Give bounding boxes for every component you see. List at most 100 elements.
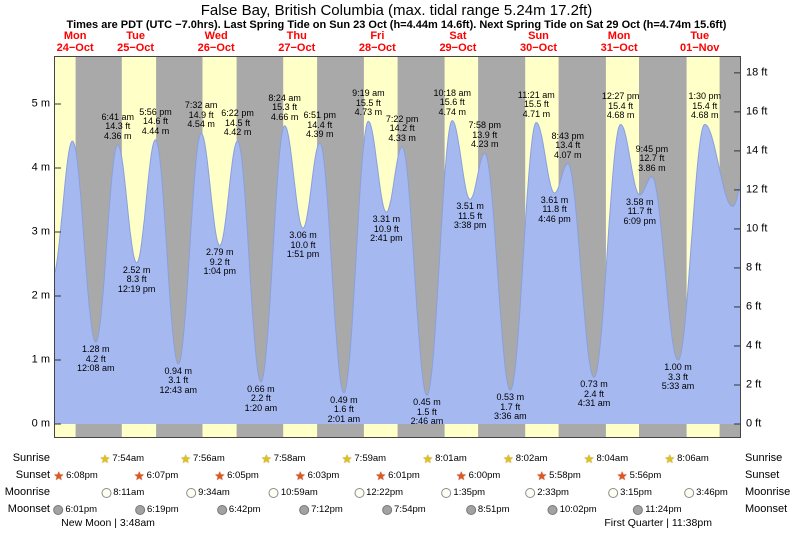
high-tide-label: 7:58 pm 13.9 ft 4.23 m (468, 121, 501, 150)
sunrise-star-icon: ★ (422, 451, 434, 466)
tide-label-line: 10.9 ft (373, 223, 399, 234)
day-date: 26−Oct (197, 41, 235, 54)
y-axis-label-right: 18 ft (746, 66, 768, 79)
tide-label-line: 3.86 m (638, 162, 666, 173)
moonrise-entry: 1:35pm (441, 486, 485, 499)
day-of-week: Mon (63, 30, 87, 42)
sunset-time: 6:03pm (307, 470, 340, 481)
tide-label-line: 4.54 m (187, 119, 215, 130)
day-label: Thu 27−Oct (278, 30, 316, 54)
tide-label-line: 4.2 ft (85, 353, 106, 364)
tide-label-line: 15.6 ft (439, 97, 465, 108)
sunrise-star-icon: ★ (99, 451, 111, 466)
tide-label-line: 15.4 ft (608, 100, 634, 111)
sunrise-entry: ★ 7:54am (100, 452, 144, 465)
moonset-entry: 6:19pm (134, 503, 179, 516)
low-tide-label: 3.58 m 11.7 ft 6:09 pm (624, 197, 657, 227)
y-axis-label-right: 16 ft (746, 105, 768, 118)
sunset-star-icon: ★ (616, 468, 628, 483)
tide-label-line: 0.53 m (496, 392, 525, 403)
high-tide-label: 7:32 am 14.9 ft 4.54 m (185, 101, 218, 130)
high-tide-label: 10:18 am 15.6 ft 4.74 m (433, 88, 471, 118)
sunset-time: 5:56pm (629, 470, 662, 481)
low-tide-label: 2.52 m 8.3 ft 12:19 pm (117, 265, 156, 295)
day-label: Wed 26−Oct (197, 30, 235, 54)
tide-label-line: 12:27 pm (601, 91, 640, 102)
moon-phase-note: First Quarter | 11:38pm (604, 517, 712, 529)
sunset-star-icon: ★ (214, 468, 226, 483)
tide-label-line: 8:24 am (268, 92, 301, 103)
moonset-row-label-right: Moonset (745, 503, 788, 515)
sunrise-star-icon: ★ (583, 451, 595, 466)
moonset-time: 6:01pm (65, 504, 98, 515)
low-tide-label: 0.53 m 1.7 ft 3:36 am (494, 393, 527, 422)
low-tide-label: 0.73 m 2.4 ft 4:31 am (578, 380, 611, 409)
day-date: 25−Oct (117, 41, 155, 54)
moonset-entry: 7:54pm (382, 503, 426, 516)
sunrise-entry: ★ 7:59am (342, 452, 386, 465)
day-label: Tue 25−Oct (117, 30, 155, 54)
sunrise-time: 7:56am (193, 453, 225, 464)
moonrise-icon (608, 487, 619, 498)
tide-label-line: 1:51 pm (286, 249, 320, 260)
tide-label-line: 12:19 pm (117, 283, 156, 294)
day-of-week: Sat (449, 30, 467, 42)
tide-label-line: 4.23 m (470, 139, 499, 150)
tide-label-line: 1.00 m (664, 362, 692, 372)
tide-label-line: 2:01 am (327, 413, 361, 424)
tide-label-line: 9:45 pm (635, 143, 669, 154)
moonset-time: 6:42pm (228, 504, 261, 515)
high-tide-label: 5:56 pm 14.6 ft 4.44 m (139, 106, 172, 137)
sunset-time: 6:05pm (227, 470, 259, 481)
sunset-star-icon: ★ (133, 468, 145, 483)
moonrise-row-label-left: Moonrise (4, 486, 50, 498)
tide-label-line: 5:56 pm (139, 106, 172, 117)
tide-label-line: 12:43 am (159, 384, 198, 395)
tide-label-line: 4.68 m (606, 110, 635, 121)
y-axis-label-right: 14 ft (746, 144, 768, 157)
moonset-entry: 8:51pm (465, 503, 510, 516)
high-tide-label: 6:22 pm 14.5 ft 4.42 m (221, 109, 254, 138)
tide-label-line: 4.74 m (438, 106, 466, 117)
moonset-time: 8:51pm (477, 504, 510, 515)
page-subtitle: Times are PDT (UTC −7.0hrs). Last Spring… (66, 19, 727, 31)
sunset-time: 6:00pm (468, 470, 501, 481)
moonrise-time: 3:46pm (696, 487, 728, 498)
high-tide-label: 9:45 pm 12.7 ft 3.86 m (635, 143, 669, 174)
moonrise-icon (354, 487, 365, 498)
tide-label-line: 3.61 m (540, 194, 569, 205)
moonrise-entry: 8:11am (101, 486, 144, 499)
day-date: 27−Oct (278, 41, 316, 54)
moonrise-time: 1:35pm (453, 487, 486, 498)
tide-label-line: 7:22 pm (385, 113, 419, 124)
moonrise-icon (441, 487, 452, 498)
sunrise-star-icon: ★ (664, 451, 676, 466)
day-of-week: Thu (286, 30, 307, 42)
tide-label-line: 13.4 ft (555, 140, 581, 151)
tide-label-line: 9:19 am (352, 88, 385, 99)
low-tide-label: 3.31 m 10.9 ft 2:41 pm (370, 215, 403, 244)
sunset-entry: ★ 6:03pm (295, 469, 339, 482)
high-tide-label: 11:21 am 15.5 ft 4.71 m (518, 90, 555, 120)
tide-label-line: 1:20 am (244, 402, 278, 413)
high-tide-label: 8:24 am 15.3 ft 4.66 m (268, 92, 301, 123)
sunset-entry: ★ 6:01pm (375, 469, 419, 482)
low-tide-label: 3.61 m 11.8 ft 4:46 pm (538, 194, 571, 225)
tide-label-line: 6:51 pm (303, 110, 337, 121)
day-label: Fri 28−Oct (359, 30, 396, 54)
y-axis-label-right: 2 ft (746, 378, 762, 391)
tide-label-line: 4.42 m (223, 127, 252, 138)
y-axis-label-left: 5 m (31, 97, 50, 110)
tide-label-line: 14.5 ft (225, 117, 251, 128)
sunrise-time: 8:06am (677, 453, 709, 464)
tide-label-line: 11.8 ft (542, 204, 567, 215)
tide-curve-svg (55, 57, 740, 437)
low-tide-label: 1.00 m 3.3 ft 5:33 am (662, 362, 695, 392)
tide-label-line: 14.9 ft (188, 109, 214, 120)
sunrise-row-label-right: Sunrise (745, 452, 783, 464)
tide-label-line: 4.36 m (103, 130, 132, 141)
tide-label-line: 6:41 am (101, 111, 134, 122)
sunset-time: 5:58pm (549, 470, 581, 481)
day-of-week: Tue (690, 30, 710, 42)
moonset-entry: 10:02pm (547, 503, 597, 516)
